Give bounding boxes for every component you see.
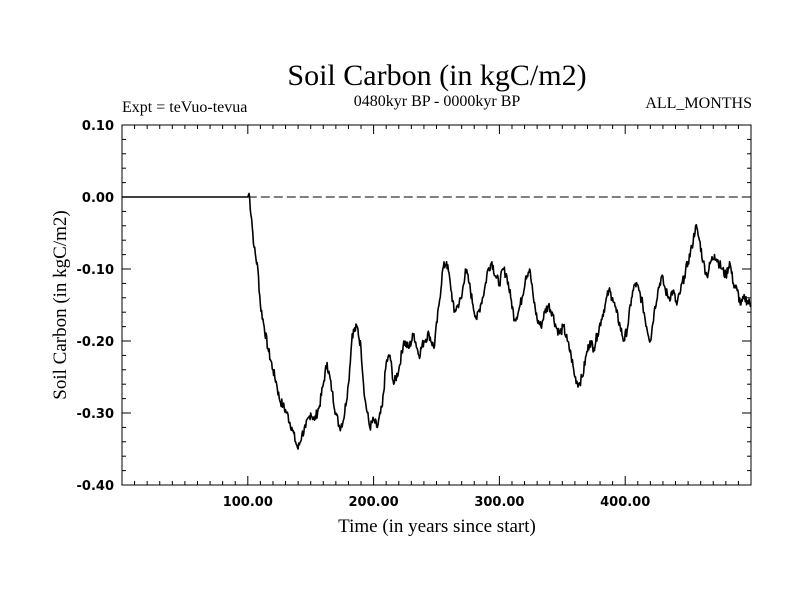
x-axis: 100.00 200.00 300.00 400.00 — [134, 125, 739, 510]
x-tick-label: 400.00 — [600, 495, 650, 510]
y-axis-label: Soil Carbon (in kgC/m2) — [50, 210, 71, 399]
experiment-label: Expt = teVuo-tevua — [122, 99, 247, 116]
y-tick-label: -0.20 — [77, 335, 114, 350]
time-range-label: 0480kyr BP - 0000kyr BP — [354, 93, 521, 110]
x-tick-label: 100.00 — [223, 495, 273, 510]
y-tick-label: 0.10 — [82, 119, 114, 134]
x-axis-label: Time (in years since start) — [338, 516, 536, 537]
y-axis: 0.10 0.00 -0.10 -0.20 -0.30 -0.40 — [77, 119, 751, 494]
x-tick-label: 200.00 — [349, 495, 399, 510]
y-tick-label: 0.00 — [82, 191, 114, 206]
x-tick-label: 300.00 — [474, 495, 524, 510]
months-label: ALL_MONTHS — [645, 95, 752, 112]
y-tick-label: -0.40 — [77, 479, 114, 494]
y-tick-label: -0.10 — [77, 263, 114, 278]
chart-title: Soil Carbon (in kgC/m2) — [287, 59, 586, 92]
series-line — [122, 192, 752, 450]
y-tick-label: -0.30 — [77, 407, 114, 422]
